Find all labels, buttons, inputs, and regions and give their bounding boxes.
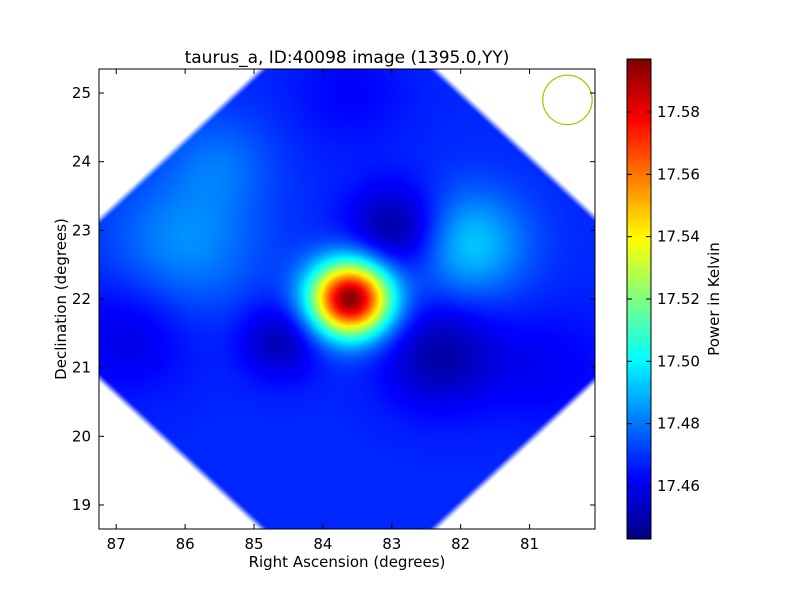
y-tick-label: 21	[72, 359, 91, 377]
heatmap-plot: 87 86 85 84 83 82 81 19 20 21 22 23 24 25	[72, 68, 596, 553]
x-tick-label: 84	[313, 535, 332, 553]
x-tick-label: 85	[244, 535, 263, 553]
chart-title: taurus_a, ID:40098 image (1395.0,YY)	[185, 48, 510, 68]
beam-marker	[542, 74, 593, 126]
colorbar-tick-label: 17.50	[657, 352, 700, 370]
x-tick-label: 81	[520, 535, 539, 553]
y-tick-label: 25	[72, 84, 91, 102]
x-axis-ticks: 87 86 85 84 83 82 81	[107, 69, 539, 553]
colorbar-tick-label: 17.56	[657, 165, 700, 183]
colorbar-tick-label: 17.48	[657, 415, 700, 433]
y-tick-label: 24	[72, 153, 91, 171]
heatmap-image	[99, 69, 595, 529]
y-tick-label: 23	[72, 221, 91, 239]
x-tick-label: 82	[451, 535, 470, 553]
colorbar-ticks: 17.46 17.48 17.50 17.52 17.54 17.56 17.58	[627, 103, 700, 495]
colorbar-tick-label: 17.46	[657, 477, 700, 495]
colorbar-tick-label: 17.52	[657, 290, 700, 308]
x-tick-label: 86	[176, 535, 195, 553]
y-tick-label: 22	[72, 290, 91, 308]
y-tick-label: 20	[72, 427, 91, 445]
y-tick-label: 19	[72, 496, 91, 514]
y-axis-label: Declination (degrees)	[52, 218, 70, 380]
colorbar-label: Power in Kelvin	[705, 242, 723, 356]
colorbar: 17.46 17.48 17.50 17.52 17.54 17.56 17.58	[626, 58, 700, 540]
colorbar-tick-label: 17.54	[657, 228, 700, 246]
x-tick-label: 83	[382, 535, 401, 553]
colorbar-tick-label: 17.58	[657, 103, 700, 121]
x-axis-label: Right Ascension (degrees)	[249, 553, 446, 571]
x-tick-label: 87	[107, 535, 126, 553]
y-axis-ticks: 19 20 21 22 23 24 25	[72, 84, 595, 514]
